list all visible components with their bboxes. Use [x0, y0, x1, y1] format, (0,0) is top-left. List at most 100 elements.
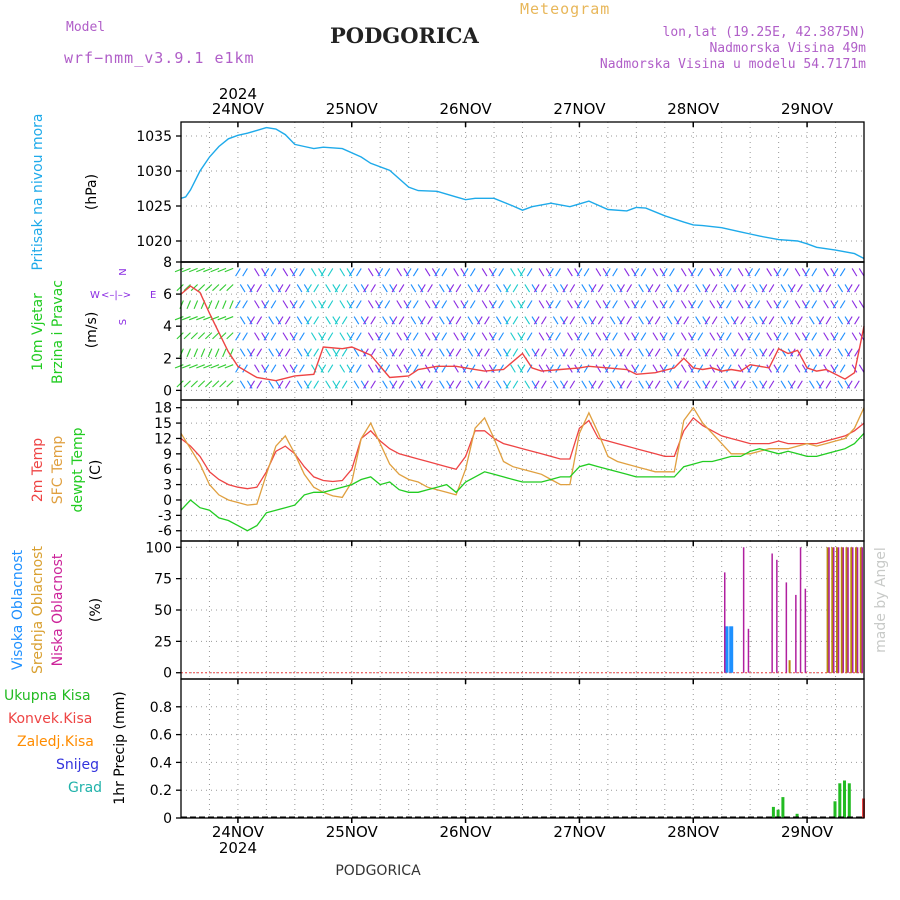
wind-vector — [654, 316, 661, 325]
year-label-top: 2024 — [219, 85, 257, 103]
wind-vector — [246, 316, 253, 325]
wind-vector — [567, 268, 573, 277]
wind-vector — [348, 300, 355, 309]
wind-vector — [412, 268, 419, 277]
wind-vector — [562, 316, 569, 325]
wind-vector — [512, 316, 519, 325]
wind-vector — [718, 268, 725, 277]
wind-vector — [325, 380, 331, 389]
wind-vector — [754, 332, 761, 341]
wind-vector — [811, 332, 818, 341]
wind-vector — [645, 348, 651, 357]
wind-vector — [439, 316, 445, 325]
wind-vector — [384, 332, 391, 341]
wind-vector — [448, 348, 455, 357]
wind-vector — [488, 332, 495, 341]
wind-vector — [631, 364, 637, 373]
wind-vector — [851, 364, 858, 373]
wind-vector — [597, 348, 604, 357]
wind-vector — [588, 380, 595, 389]
year-label-bottom: 2024 — [219, 839, 257, 857]
wind-vector — [222, 348, 227, 358]
wind-vector — [562, 348, 569, 357]
footer-station: PODGORICA — [335, 863, 421, 879]
precip-legend-item: Snijeg — [56, 757, 99, 773]
dewpt-label: dewpt Temp — [70, 427, 86, 512]
wind-vector — [505, 348, 512, 357]
wind-vector — [261, 364, 267, 373]
day-label-top: 25NOV — [326, 100, 379, 118]
wind-vector — [313, 284, 320, 293]
wind-vector — [356, 332, 362, 341]
wind-vector — [431, 364, 438, 373]
wind-vector — [545, 300, 552, 309]
wind-vector — [737, 364, 744, 373]
wind-vector — [193, 348, 199, 358]
wind-vector — [505, 380, 512, 389]
wind-vector — [398, 380, 405, 389]
wind-vector — [410, 316, 417, 325]
precip-total-bar — [847, 783, 851, 819]
wind-vector — [524, 380, 531, 389]
wind-vector — [844, 380, 851, 389]
wind-vector — [858, 300, 865, 309]
wind-vector — [353, 380, 360, 389]
wind-vector — [695, 348, 701, 357]
wind-vector — [434, 268, 440, 277]
wind-vector — [759, 284, 765, 293]
wind-vector — [254, 332, 260, 341]
wind-vector — [367, 332, 374, 341]
wind-vector — [403, 268, 410, 277]
wind-vector — [398, 348, 405, 357]
cloud-low-bar — [771, 553, 773, 673]
cloud-low-bar — [833, 547, 835, 673]
wind-vector — [348, 268, 355, 277]
wind-vector — [246, 284, 253, 293]
wind-vector — [391, 284, 398, 293]
wind-vector — [325, 284, 331, 293]
wind-vector — [581, 348, 587, 357]
wind-vector — [217, 316, 227, 321]
y-tick-label: 4 — [163, 319, 172, 335]
wind-vector — [353, 284, 360, 293]
wind-vector — [334, 316, 341, 325]
wind-vector — [631, 332, 637, 341]
wind-vector — [239, 316, 246, 325]
wind-vector — [210, 364, 220, 369]
cloud-low-bar — [852, 547, 854, 673]
wind-vector — [761, 380, 768, 389]
wind-vector — [851, 268, 858, 277]
y-tick-label: 12 — [154, 431, 172, 447]
wind-vector — [709, 332, 716, 341]
y-tick-label: 15 — [154, 416, 172, 432]
wind-vector — [256, 284, 263, 293]
wind-vector — [377, 364, 384, 373]
wind-vector — [183, 380, 191, 388]
wind-vector — [239, 348, 246, 357]
wind-vector — [441, 268, 448, 277]
wind-vector — [804, 268, 810, 277]
wind-vector — [360, 284, 367, 293]
cloud-low-bar — [795, 594, 797, 673]
temp-2m-line — [180, 416, 865, 490]
wind-vector — [574, 332, 580, 341]
wind-unit: (m/s) — [84, 312, 100, 349]
wind-vector — [576, 268, 583, 277]
wind-vector — [217, 364, 227, 369]
wind-vector — [481, 268, 488, 277]
day-label-bottom: 28NOV — [667, 823, 720, 841]
wind-vector — [439, 380, 445, 389]
wind-vector — [488, 300, 495, 309]
wind-vector — [602, 332, 609, 341]
wind-vector — [446, 380, 452, 389]
wind-vector — [212, 380, 220, 388]
wind-vector — [669, 300, 675, 309]
wind-vector — [377, 300, 384, 309]
wind-vector — [427, 380, 433, 389]
wind-vector — [541, 316, 547, 325]
wind-vector — [830, 332, 836, 341]
wind-vector — [716, 300, 723, 309]
wind-vector — [512, 380, 519, 389]
day-label-top: 24NOV — [212, 100, 265, 118]
